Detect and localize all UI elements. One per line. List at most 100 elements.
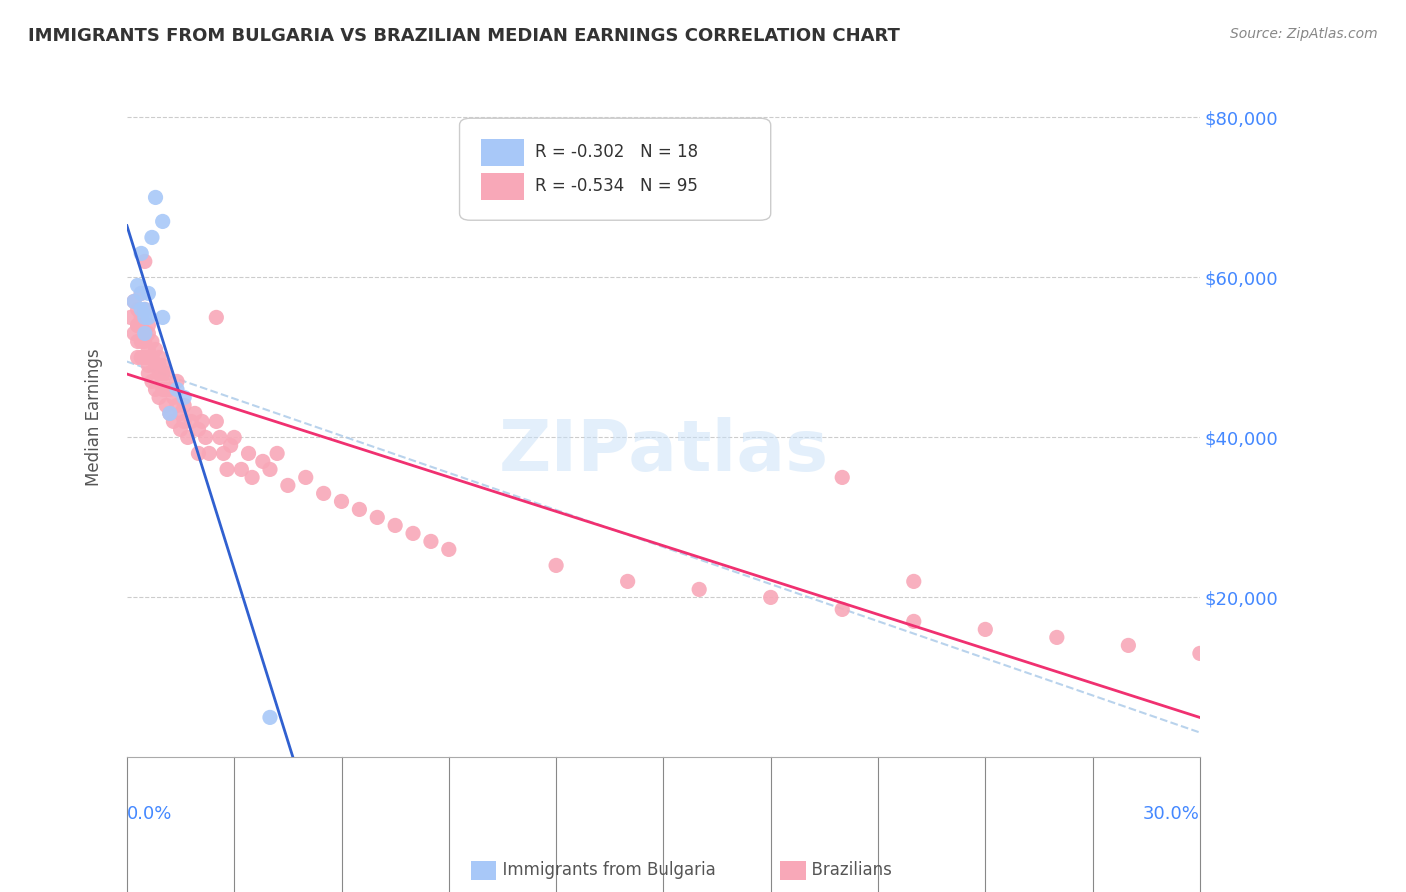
Point [155,367,177,381]
Point [148,359,170,373]
Point [134,326,156,341]
Text: R = -0.302   N = 18: R = -0.302 N = 18 [534,144,697,161]
Point [138,367,160,381]
Point [366,510,388,524]
Point [155,399,177,413]
Point [138,343,160,357]
Text: R = -0.534   N = 95: R = -0.534 N = 95 [534,178,697,195]
Point [194,430,217,444]
Point [122,294,145,309]
Point [159,406,181,420]
Point [141,351,163,365]
Point [831,602,853,616]
Point [134,254,156,268]
Point [169,406,191,420]
Bar [481,138,524,166]
Point [134,302,156,317]
Point [903,574,925,589]
Point [1118,639,1140,653]
Point [134,326,156,341]
Point [294,470,316,484]
Point [129,246,152,260]
Point [148,367,170,381]
Point [166,399,188,413]
Point [240,470,263,484]
Point [148,351,170,365]
Point [177,430,200,444]
Point [219,438,242,452]
Point [129,318,152,333]
Point [145,343,167,357]
Point [974,623,997,637]
Point [138,326,160,341]
Point [141,375,163,389]
Point [120,310,142,325]
Point [127,334,149,349]
Point [134,310,156,325]
Point [277,478,299,492]
Point [159,383,181,397]
Point [252,454,274,468]
Point [166,383,188,397]
Point [122,294,145,309]
Point [134,334,156,349]
Point [129,302,152,317]
Point [205,414,228,428]
Point [205,310,228,325]
Text: Immigrants from Bulgaria: Immigrants from Bulgaria [492,861,716,879]
Point [903,615,925,629]
Point [173,391,195,405]
Point [169,422,191,436]
FancyBboxPatch shape [460,119,770,220]
Point [191,414,214,428]
Point [349,502,371,516]
Point [546,558,568,573]
Point [127,318,149,333]
Point [138,351,160,365]
Point [138,310,160,325]
Point [138,286,160,301]
Point [127,278,149,293]
Text: ZIPatlas: ZIPatlas [498,417,828,486]
Point [127,318,149,333]
Point [129,334,152,349]
Point [688,582,710,597]
Text: 30.0%: 30.0% [1143,805,1199,823]
Point [152,214,174,228]
Point [198,446,221,460]
Point [141,351,163,365]
Point [1046,631,1069,645]
Point [208,430,231,444]
Point [184,406,207,420]
Point [759,591,782,605]
Y-axis label: Median Earnings: Median Earnings [86,349,103,486]
Point [129,286,152,301]
Point [152,310,174,325]
Point [162,414,184,428]
Point [129,351,152,365]
Point [127,351,149,365]
Point [152,359,174,373]
Point [831,470,853,484]
Point [129,310,152,325]
Point [152,367,174,381]
Point [266,446,288,460]
Point [134,302,156,317]
Point [212,446,235,460]
Point [141,230,163,244]
Point [138,359,160,373]
Point [238,446,260,460]
Point [616,574,638,589]
Point [259,462,281,476]
Point [173,414,195,428]
Point [145,383,167,397]
Point [155,383,177,397]
Point [437,542,460,557]
Point [148,391,170,405]
Point [187,422,209,436]
Text: Brazilians: Brazilians [801,861,893,879]
Point [159,406,181,420]
Point [180,414,202,428]
Point [145,190,167,204]
Point [187,446,209,460]
